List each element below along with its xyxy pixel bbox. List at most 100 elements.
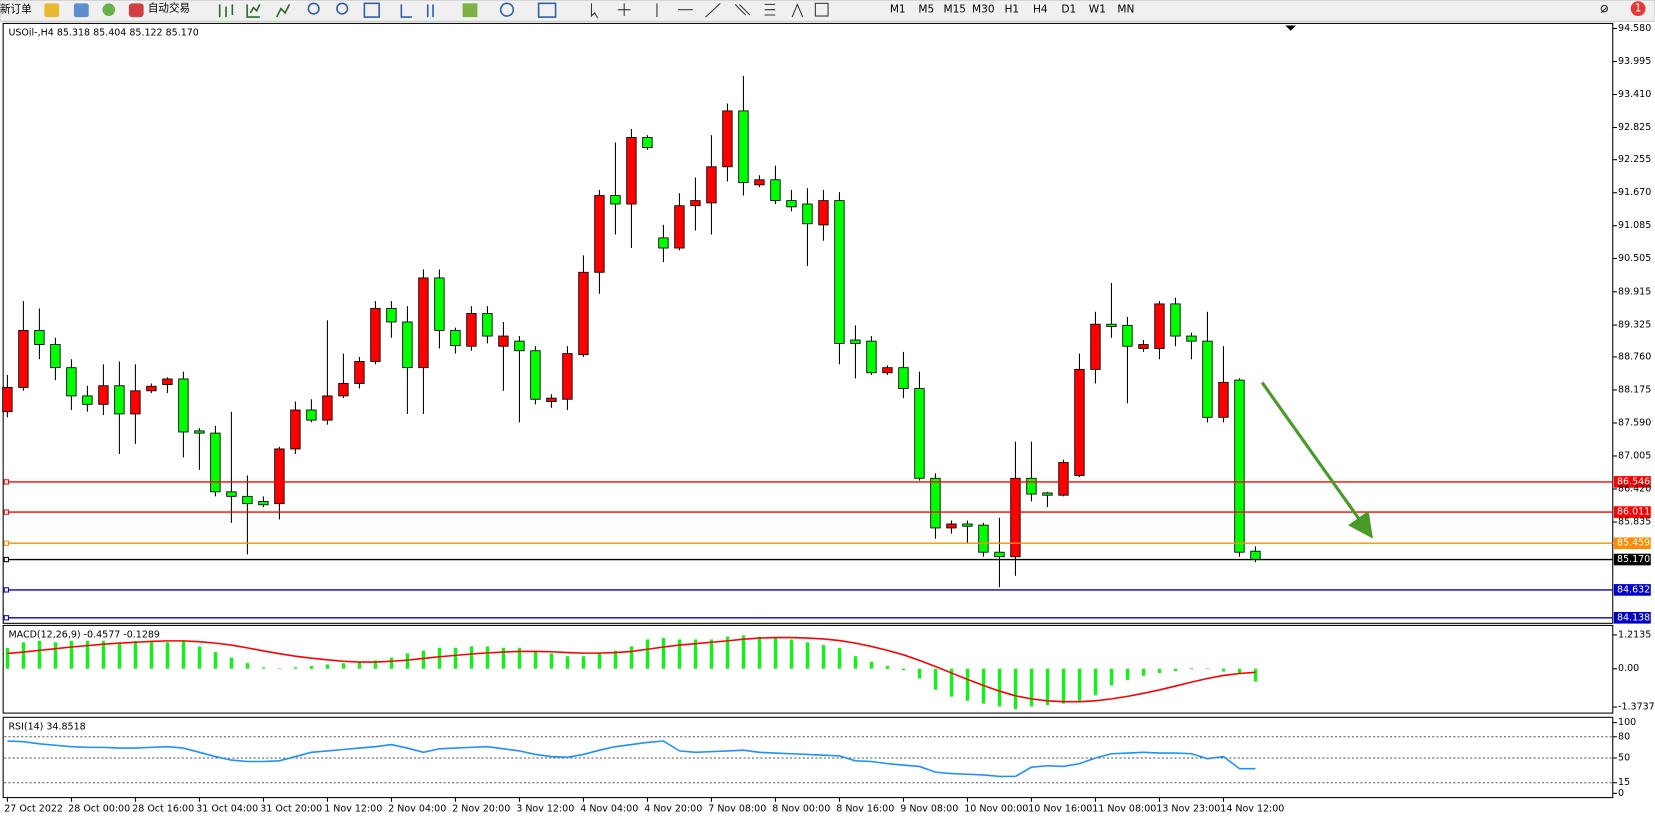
candle-body	[610, 195, 621, 205]
macd-bar	[805, 642, 810, 669]
timeframe-button[interactable]: W1	[1089, 4, 1106, 16]
icon[interactable]	[764, 3, 776, 16]
y-tick-label: 0	[1618, 788, 1624, 799]
icon[interactable]	[814, 2, 829, 17]
timeframe-button-bg[interactable]	[885, 2, 912, 19]
timeframe-button-bg[interactable]	[1027, 2, 1055, 19]
icon[interactable]	[705, 2, 721, 18]
y-tick-label: 93.410	[1618, 89, 1651, 100]
macd-bar	[1061, 668, 1066, 704]
timeframe-button[interactable]: M15	[944, 4, 967, 16]
icon[interactable]	[499, 2, 515, 17]
auto-trading-icon[interactable]	[128, 3, 144, 18]
timeframe-button[interactable]: H1	[1004, 4, 1019, 16]
icon[interactable]	[307, 2, 320, 15]
y-tick-label: 88.760	[1618, 351, 1651, 362]
macd-bar	[405, 653, 409, 669]
timeframe-button-bg[interactable]	[942, 2, 969, 19]
level-handle[interactable]	[3, 509, 9, 515]
icon[interactable]	[462, 3, 478, 18]
icon[interactable]	[246, 4, 261, 18]
timeframe-button[interactable]: H4	[1033, 4, 1048, 16]
timeframe-button-bg[interactable]	[999, 2, 1026, 19]
timeframe-button-bg[interactable]	[970, 2, 998, 19]
icon[interactable]	[73, 3, 89, 18]
level-handle[interactable]	[3, 556, 9, 563]
rsi-line	[7, 740, 1256, 778]
price-label: 85.170	[1617, 554, 1650, 565]
timeframe-button[interactable]: D1	[1061, 4, 1076, 16]
macd-bar	[213, 652, 217, 669]
candle-body	[834, 200, 845, 344]
auto-trading-button[interactable]: 自动交易	[148, 2, 190, 15]
macd-bar	[533, 650, 538, 669]
drawing-tools[interactable]	[590, 2, 829, 19]
macd-bar	[21, 642, 25, 669]
icon[interactable]	[537, 2, 557, 18]
timeframe-button-bg[interactable]	[1113, 2, 1140, 19]
macd-bar	[517, 647, 522, 669]
candle-body	[98, 385, 109, 405]
timeframe-button[interactable]: M5	[918, 4, 934, 16]
chart-type-icons[interactable]	[218, 4, 291, 18]
candle-body	[898, 367, 909, 389]
candle-body	[386, 307, 397, 323]
icon[interactable]	[400, 4, 434, 18]
zoom-icons[interactable]	[307, 2, 557, 18]
icon[interactable]	[336, 2, 349, 15]
price-label-bg	[1613, 553, 1651, 566]
candle-body	[1106, 323, 1117, 327]
candle-body	[226, 491, 237, 497]
candle-body	[1042, 492, 1053, 496]
macd-bar	[1013, 668, 1018, 710]
macd-bar	[149, 642, 153, 669]
candle-body	[1090, 323, 1101, 370]
icon[interactable]	[276, 4, 291, 18]
candle-body	[1186, 335, 1197, 342]
macd-bar	[325, 664, 329, 669]
macd-bar	[309, 665, 313, 669]
icon[interactable]	[44, 3, 60, 18]
candle-body	[1138, 344, 1149, 349]
x-tick-label: 8 Nov 00:00	[772, 804, 830, 815]
timeframe-button-bg[interactable]	[913, 2, 940, 19]
macd-bar	[453, 647, 457, 669]
candle-body	[146, 385, 157, 392]
candle-body	[210, 432, 221, 493]
candle-body	[322, 395, 333, 421]
icon[interactable]	[617, 3, 631, 17]
candle-body	[18, 329, 29, 388]
icon[interactable]	[363, 2, 380, 18]
icon[interactable]	[218, 4, 234, 18]
macd-bar	[229, 657, 233, 669]
candle-body	[1250, 550, 1261, 560]
shift-marker	[1285, 25, 1296, 31]
candle-body	[450, 329, 461, 347]
y-tick-label: 1.2135	[1618, 629, 1651, 640]
macd-bar	[117, 642, 121, 669]
timeframe-button[interactable]: MN	[1117, 4, 1134, 16]
candle-body	[1074, 368, 1085, 476]
x-tick-label: 31 Oct 04:00	[196, 804, 258, 815]
timeframe-button[interactable]: M30	[972, 4, 995, 16]
timeframe-button-bg[interactable]	[1056, 2, 1083, 19]
level-handle[interactable]	[3, 615, 9, 621]
y-tick-label: 0.00	[1618, 663, 1639, 674]
candle-body	[850, 339, 861, 344]
search-icon[interactable]	[1600, 4, 1608, 14]
x-tick-label: 8 Nov 16:00	[836, 804, 894, 815]
macd-bar	[373, 660, 377, 669]
alerts-badge[interactable]	[1630, 1, 1646, 17]
icon[interactable]	[791, 3, 804, 18]
icon[interactable]	[590, 3, 599, 19]
level-handle[interactable]	[3, 479, 9, 485]
level-handle[interactable]	[3, 587, 9, 593]
icon[interactable]	[102, 3, 116, 17]
level-handle[interactable]	[3, 540, 9, 546]
timeframe-button-bg[interactable]	[1084, 2, 1112, 19]
new-order-button[interactable]: 新订单	[0, 3, 32, 16]
icon[interactable]	[734, 4, 751, 16]
x-tick-label: 14 Nov 12:00	[1220, 804, 1284, 815]
timeframe-button[interactable]: M1	[890, 4, 906, 16]
